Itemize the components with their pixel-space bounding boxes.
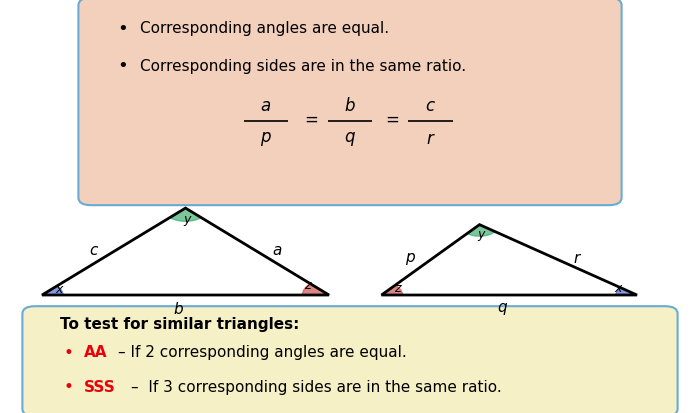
Text: $x$: $x$ — [614, 281, 624, 294]
Text: $c$: $c$ — [89, 242, 99, 257]
Wedge shape — [382, 286, 402, 295]
Text: $b$: $b$ — [173, 301, 184, 316]
FancyBboxPatch shape — [22, 306, 678, 413]
Text: AA: AA — [84, 344, 108, 359]
Wedge shape — [467, 225, 495, 237]
Text: $p$: $p$ — [405, 250, 416, 266]
FancyBboxPatch shape — [78, 0, 622, 206]
Text: •: • — [118, 20, 128, 38]
Text: $c$: $c$ — [425, 96, 436, 114]
Text: •: • — [118, 57, 128, 75]
Text: $b$: $b$ — [344, 96, 356, 114]
Text: – If 2 corresponding angles are equal.: – If 2 corresponding angles are equal. — [118, 344, 406, 359]
Wedge shape — [42, 287, 63, 295]
Text: $q$: $q$ — [344, 129, 356, 147]
Text: $r$: $r$ — [426, 129, 435, 147]
Text: To test for similar triangles:: To test for similar triangles: — [60, 317, 299, 332]
Text: $y$: $y$ — [183, 213, 193, 227]
Text: •: • — [63, 343, 73, 361]
Text: $a$: $a$ — [260, 96, 272, 114]
Text: Corresponding sides are in the same ratio.: Corresponding sides are in the same rati… — [140, 59, 466, 74]
Text: SSS: SSS — [84, 379, 116, 394]
Text: $r$: $r$ — [573, 251, 582, 266]
Text: –  If 3 corresponding sides are in the same ratio.: – If 3 corresponding sides are in the sa… — [131, 379, 502, 394]
Text: $y$: $y$ — [477, 228, 487, 242]
Text: •: • — [63, 377, 73, 395]
Text: $z$: $z$ — [304, 278, 312, 292]
Text: $a$: $a$ — [272, 242, 282, 257]
Text: =: = — [385, 111, 399, 129]
Text: Corresponding angles are equal.: Corresponding angles are equal. — [140, 21, 389, 36]
Text: $q$: $q$ — [497, 301, 508, 316]
Text: $x$: $x$ — [55, 282, 65, 295]
Text: =: = — [304, 111, 318, 129]
Wedge shape — [616, 288, 637, 295]
Wedge shape — [302, 284, 329, 295]
Text: $p$: $p$ — [260, 129, 272, 147]
Text: $z$: $z$ — [394, 281, 402, 294]
Wedge shape — [170, 209, 201, 222]
